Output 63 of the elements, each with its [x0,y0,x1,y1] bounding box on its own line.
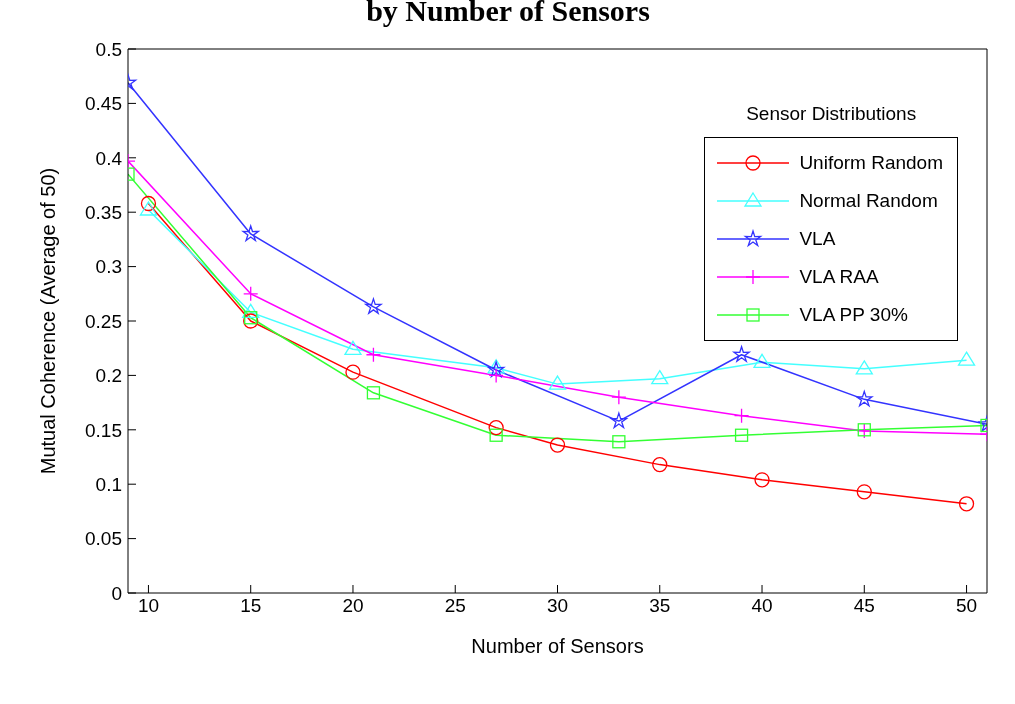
point [754,472,770,488]
point [488,367,504,384]
point [243,313,259,329]
point [487,359,505,374]
point [652,456,668,473]
point [548,375,567,390]
y-tick-label: 0.35 [85,201,122,223]
point [612,435,626,449]
point [753,353,771,368]
x-tick-label: 30 [546,595,569,617]
y-tick-label: 0.5 [95,38,122,60]
x-tick-label: 45 [853,595,875,617]
point [856,484,872,500]
x-tick-label: 50 [955,595,978,617]
point [957,351,976,366]
point [733,346,750,362]
point [611,389,627,405]
x-tick-label: 25 [444,595,466,617]
point [365,347,382,363]
legend-label: VLA PP 30% [799,304,908,326]
point [139,201,158,216]
point [242,225,259,242]
point [651,370,669,385]
legend-label: Normal Random [799,190,938,212]
x-tick-label: 15 [240,595,262,617]
y-tick-label: 0.45 [85,93,122,115]
point [489,428,503,442]
legend-label: VLA RAA [799,266,879,288]
x-tick-label: 35 [649,595,671,617]
legend-title: Sensor Distributions [745,103,918,125]
point [733,408,750,424]
point [958,496,975,512]
legend-label: Uniform Random [799,152,943,174]
y-tick-label: 0.3 [95,256,122,278]
y-tick-label: 0.2 [95,365,122,387]
y-tick-label: 0.25 [85,310,122,332]
y-tick-label: 0 [111,582,122,604]
x-tick-label: 40 [751,595,773,617]
chart-title: by Number of Sensors [365,0,651,28]
point [488,419,504,436]
point [140,195,157,212]
point [344,340,362,355]
y-tick-label: 0.05 [85,528,122,550]
y-tick-label: 0.1 [95,473,122,495]
point [365,298,382,314]
point [244,311,258,325]
y-tick-label: 0.15 [85,419,122,441]
x-tick-label: 10 [137,595,160,617]
point [345,364,361,380]
point [856,390,873,407]
point [549,437,566,453]
legend-label: VLA [799,228,836,250]
y-tick-label: 0.4 [95,147,123,169]
x-tick-label: 20 [342,595,364,617]
point [734,428,749,442]
point [855,360,873,375]
point [242,303,260,318]
point [366,386,381,400]
point [610,412,628,429]
point [487,361,505,378]
x-axis-title: Number of Sensors [471,635,644,657]
point [243,286,259,302]
y-axis-title: Mutual Coherence (Average of 50) [37,167,60,475]
